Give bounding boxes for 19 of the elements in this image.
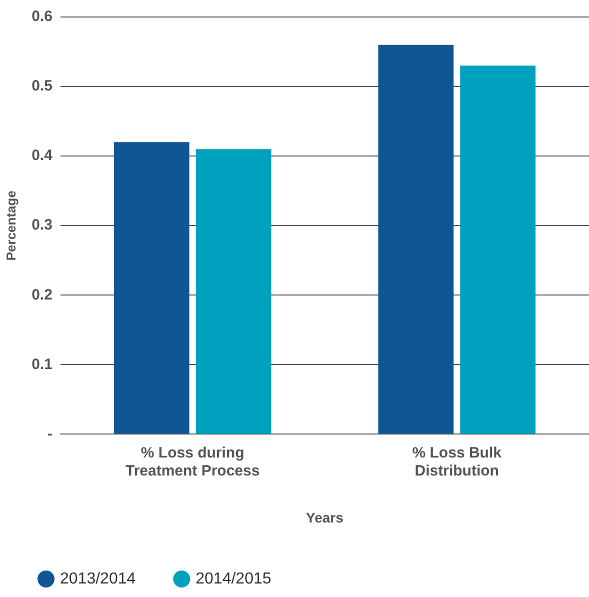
y-axis-title: Percentage xyxy=(3,190,18,261)
y-tick-label: 0.3 xyxy=(32,216,52,234)
bar xyxy=(378,44,454,434)
category-label: Treatment Process xyxy=(125,462,260,480)
bar xyxy=(460,66,536,434)
y-tick-label: 0.1 xyxy=(32,356,52,373)
x-axis-title: Years xyxy=(306,509,344,526)
bar xyxy=(196,149,272,434)
y-tick-label: 0.4 xyxy=(32,147,54,164)
category-label: % Loss Bulk xyxy=(412,444,502,462)
category-label: Distribution xyxy=(414,462,499,480)
legend-label: 2013/2014 xyxy=(60,570,136,588)
y-tick-label: 0.2 xyxy=(32,286,52,304)
y-tick-label: 0.6 xyxy=(32,8,52,26)
bar xyxy=(114,142,190,434)
y-tick-label: - xyxy=(47,425,52,442)
y-tick-label: 0.5 xyxy=(32,78,52,95)
legend-label: 2014/2015 xyxy=(196,570,272,588)
category-label: % Loss during xyxy=(140,444,244,462)
